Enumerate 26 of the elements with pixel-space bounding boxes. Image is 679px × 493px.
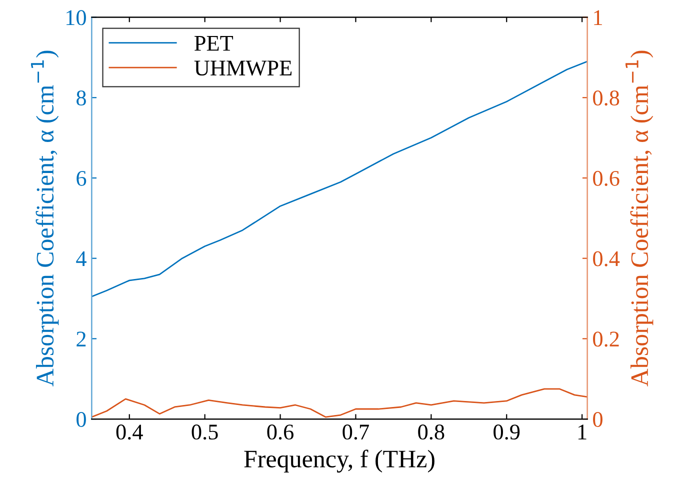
x-tick-label: 0.6 (267, 424, 294, 440)
x-tick-label: 0.9 (494, 424, 520, 440)
y-axis-title: Absorption Coefficient, α (cm$^{−1}$) (31, 50, 59, 386)
line-series (92, 388, 588, 418)
x-tick-label: 0.5 (192, 424, 218, 440)
x-tick-label: 0.4 (116, 424, 143, 440)
y2-tick-label: 0.8 (593, 90, 620, 106)
y2-tick-label: 0.4 (593, 251, 620, 266)
y-tick-label: 0 (76, 412, 86, 427)
y-tick-label: 8 (76, 90, 86, 106)
x-tick-label: 0.7 (342, 424, 369, 440)
x-tick-label: 0.8 (418, 424, 444, 440)
y-tick-label: 10 (66, 10, 86, 26)
y-tick-label: 6 (76, 170, 86, 186)
x-tick-label: 1 (578, 424, 586, 440)
x-axis-title: Frequency, f (THz) (244, 450, 434, 473)
legend-label: UHMWPE (194, 60, 292, 76)
y2-tick-label: 0.2 (593, 332, 619, 347)
y2-tick-label: 1 (594, 10, 602, 25)
y2-tick-label: 0 (593, 412, 602, 427)
legend-label: PET (194, 36, 234, 51)
line-series (92, 60, 588, 298)
y-tick-label: 2 (76, 332, 86, 346)
y2-axis-title: Absorption Coefficient, α (cm$^{−1}$) (626, 50, 654, 386)
y-tick-label: 4 (76, 251, 86, 266)
y2-tick-label: 0.6 (593, 170, 620, 186)
